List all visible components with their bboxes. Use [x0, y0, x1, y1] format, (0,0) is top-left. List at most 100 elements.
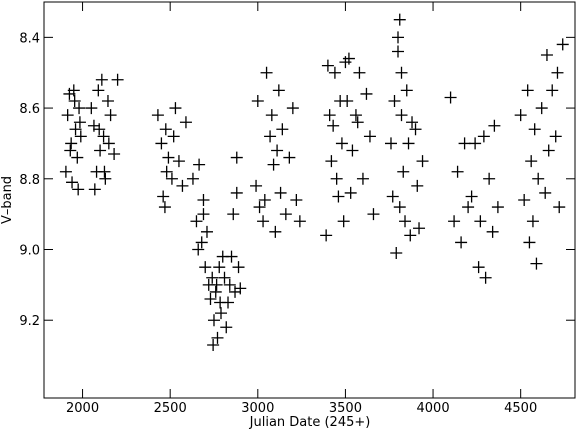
data-point	[356, 172, 369, 185]
data-point	[455, 236, 468, 249]
data-point	[169, 102, 182, 115]
data-point	[108, 148, 121, 161]
data-point	[286, 102, 299, 115]
data-point	[279, 208, 292, 221]
data-point	[491, 201, 504, 214]
y-tick-label: 8.6	[19, 102, 40, 117]
data-point	[94, 144, 107, 157]
data-point	[416, 155, 429, 168]
data-point	[272, 84, 285, 97]
data-point	[521, 84, 534, 97]
data-point	[223, 278, 236, 291]
data-point	[367, 208, 380, 221]
data-point	[260, 66, 273, 79]
data-point	[514, 109, 527, 122]
data-point	[393, 201, 406, 214]
data-point	[539, 186, 552, 199]
data-point	[363, 130, 376, 143]
data-point	[179, 116, 192, 129]
data-point	[207, 338, 220, 351]
data-point	[353, 66, 366, 79]
data-point	[341, 95, 354, 107]
data-point	[71, 151, 84, 164]
data-point	[346, 144, 359, 157]
data-point	[283, 151, 296, 164]
data-point	[337, 215, 350, 228]
data-point	[393, 13, 406, 26]
data-point	[271, 144, 284, 157]
data-point	[59, 165, 72, 178]
data-point	[465, 190, 478, 203]
data-point	[395, 66, 408, 79]
data-point	[320, 229, 333, 242]
data-point	[207, 314, 220, 327]
data-point	[351, 116, 364, 129]
data-point	[386, 190, 399, 203]
data-point	[165, 172, 178, 185]
data-point	[67, 84, 80, 97]
x-tick-label: 4000	[417, 401, 450, 416]
data-point	[157, 190, 170, 203]
data-point	[321, 59, 334, 72]
data-point	[101, 95, 114, 107]
x-tick-label: 2000	[66, 401, 99, 416]
data-point	[99, 172, 112, 185]
data-point	[323, 109, 336, 122]
y-axis-label: V–band	[0, 176, 15, 224]
data-point	[192, 243, 205, 256]
data-point	[458, 137, 471, 150]
data-point	[199, 261, 212, 274]
data-point	[400, 84, 413, 97]
data-point	[65, 137, 78, 150]
data-point	[483, 172, 496, 185]
data-point	[193, 158, 206, 171]
data-point	[172, 155, 185, 168]
data-point	[73, 102, 86, 115]
data-point	[409, 123, 422, 136]
data-point	[330, 172, 343, 185]
data-point	[327, 119, 340, 132]
data-point	[232, 261, 245, 274]
data-point	[95, 73, 108, 86]
data-point	[222, 296, 235, 309]
data-point	[444, 91, 457, 104]
data-point	[267, 158, 280, 171]
data-point	[526, 215, 539, 228]
data-point	[218, 271, 231, 284]
data-point	[160, 165, 173, 178]
data-point	[472, 261, 485, 274]
data-point	[390, 247, 403, 260]
data-point	[210, 278, 223, 291]
data-point	[399, 215, 412, 228]
data-point	[274, 186, 287, 199]
data-point	[253, 201, 266, 214]
data-point	[258, 194, 271, 206]
data-point	[209, 285, 222, 298]
data-point	[551, 66, 564, 79]
data-point	[227, 208, 240, 221]
data-point	[74, 130, 87, 143]
data-point	[392, 45, 404, 58]
y-tick-label: 9.2	[19, 314, 40, 329]
data-point	[549, 130, 562, 143]
data-point	[384, 137, 397, 150]
data-point	[406, 116, 419, 129]
data-point	[411, 179, 424, 192]
data-point	[518, 194, 531, 206]
data-point	[211, 331, 224, 344]
data-point	[542, 144, 555, 157]
data-point	[234, 282, 247, 295]
data-point	[257, 215, 270, 228]
data-point	[206, 271, 219, 284]
data-point	[325, 155, 338, 168]
data-point	[532, 172, 545, 185]
data-point	[269, 225, 282, 238]
data-point	[102, 137, 115, 150]
data-point	[158, 201, 171, 214]
data-point	[197, 208, 210, 221]
data-point	[349, 109, 362, 122]
data-point	[155, 137, 168, 150]
data-point	[61, 109, 74, 122]
data-point	[477, 130, 490, 143]
